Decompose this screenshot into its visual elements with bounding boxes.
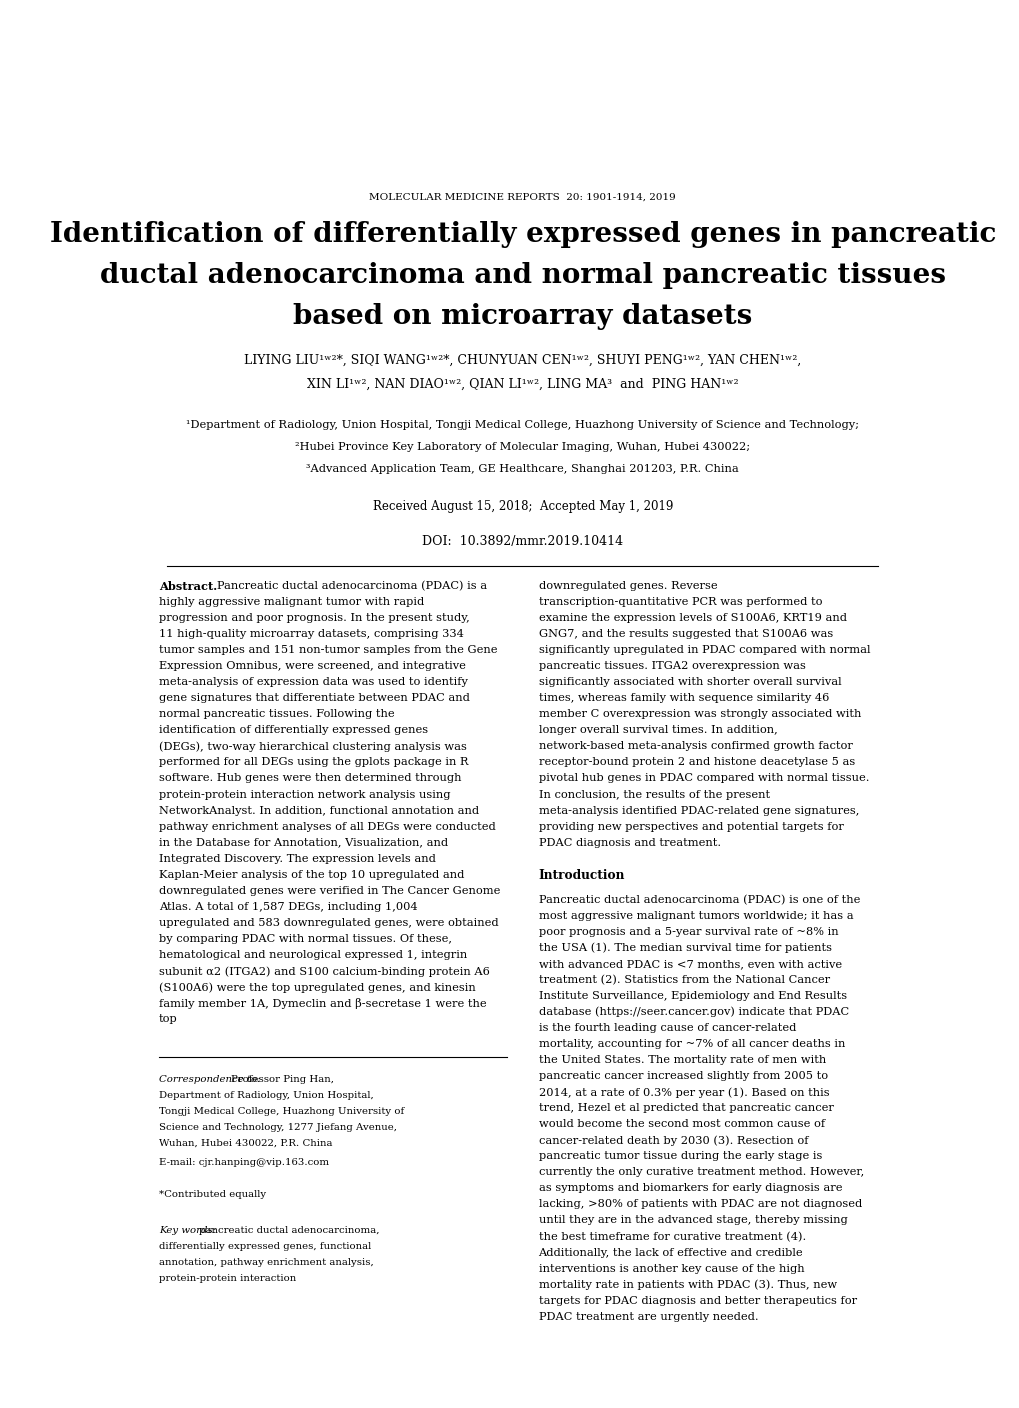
Text: progression and poor prognosis. In the present study,: progression and poor prognosis. In the p…: [159, 612, 470, 622]
Text: 11 high-quality microarray datasets, comprising 334: 11 high-quality microarray datasets, com…: [159, 629, 464, 639]
Text: as symptoms and biomarkers for early diagnosis are: as symptoms and biomarkers for early dia…: [538, 1183, 842, 1194]
Text: downregulated genes. Reverse: downregulated genes. Reverse: [538, 582, 716, 591]
Text: Pancreatic ductal adenocarcinoma (PDAC) is a: Pancreatic ductal adenocarcinoma (PDAC) …: [217, 582, 486, 591]
Text: differentially expressed genes, functional: differentially expressed genes, function…: [159, 1242, 371, 1250]
Text: based on microarray datasets: based on microarray datasets: [292, 303, 752, 331]
Text: (S100A6) were the top upregulated genes, and kinesin: (S100A6) were the top upregulated genes,…: [159, 983, 476, 993]
Text: ¹Department of Radiology, Union Hospital, Tongji Medical College, Huazhong Unive: ¹Department of Radiology, Union Hospital…: [186, 421, 858, 431]
Text: cancer-related death by 2030 (3). Resection of: cancer-related death by 2030 (3). Resect…: [538, 1135, 807, 1146]
Text: mortality rate in patients with PDAC (3). Thus, new: mortality rate in patients with PDAC (3)…: [538, 1280, 836, 1290]
Text: Tongji Medical College, Huazhong University of: Tongji Medical College, Huazhong Univers…: [159, 1107, 404, 1115]
Text: ³Advanced Application Team, GE Healthcare, Shanghai 201203, P.R. China: ³Advanced Application Team, GE Healthcar…: [306, 463, 739, 474]
Text: Kaplan-Meier analysis of the top 10 upregulated and: Kaplan-Meier analysis of the top 10 upre…: [159, 870, 464, 880]
Text: lacking, >80% of patients with PDAC are not diagnosed: lacking, >80% of patients with PDAC are …: [538, 1200, 861, 1209]
Text: mortality, accounting for ~7% of all cancer deaths in: mortality, accounting for ~7% of all can…: [538, 1039, 844, 1049]
Text: XIN LI¹ʷ², NAN DIAO¹ʷ², QIAN LI¹ʷ², LING MA³  and  PING HAN¹ʷ²: XIN LI¹ʷ², NAN DIAO¹ʷ², QIAN LI¹ʷ², LING…: [307, 379, 738, 391]
Text: pancreatic tumor tissue during the early stage is: pancreatic tumor tissue during the early…: [538, 1152, 821, 1162]
Text: significantly associated with shorter overall survival: significantly associated with shorter ov…: [538, 677, 841, 687]
Text: NetworkAnalyst. In addition, functional annotation and: NetworkAnalyst. In addition, functional …: [159, 805, 479, 815]
Text: is the fourth leading cause of cancer-related: is the fourth leading cause of cancer-re…: [538, 1024, 795, 1033]
Text: 2014, at a rate of 0.3% per year (1). Based on this: 2014, at a rate of 0.3% per year (1). Ba…: [538, 1087, 828, 1098]
Text: providing new perspectives and potential targets for: providing new perspectives and potential…: [538, 822, 843, 832]
Text: E-mail: cjr.hanping@vip.163.com: E-mail: cjr.hanping@vip.163.com: [159, 1159, 329, 1167]
Text: in the Database for Annotation, Visualization, and: in the Database for Annotation, Visualiz…: [159, 838, 447, 848]
Text: meta-analysis identified PDAC-related gene signatures,: meta-analysis identified PDAC-related ge…: [538, 805, 858, 815]
Text: poor prognosis and a 5-year survival rate of ~8% in: poor prognosis and a 5-year survival rat…: [538, 926, 838, 936]
Text: interventions is another key cause of the high: interventions is another key cause of th…: [538, 1263, 803, 1274]
Text: member C overexpression was strongly associated with: member C overexpression was strongly ass…: [538, 710, 860, 719]
Text: until they are in the advanced stage, thereby missing: until they are in the advanced stage, th…: [538, 1215, 847, 1225]
Text: Key words:: Key words:: [159, 1225, 216, 1235]
Text: ductal adenocarcinoma and normal pancreatic tissues: ductal adenocarcinoma and normal pancrea…: [100, 262, 945, 289]
Text: trend, Hezel et al predicted that pancreatic cancer: trend, Hezel et al predicted that pancre…: [538, 1102, 833, 1114]
Text: pancreatic ductal adenocarcinoma,: pancreatic ductal adenocarcinoma,: [200, 1225, 379, 1235]
Text: highly aggressive malignant tumor with rapid: highly aggressive malignant tumor with r…: [159, 597, 424, 607]
Text: Abstract.: Abstract.: [159, 582, 217, 591]
Text: Received August 15, 2018;  Accepted May 1, 2019: Received August 15, 2018; Accepted May 1…: [372, 500, 673, 513]
Text: Wuhan, Hubei 430022, P.R. China: Wuhan, Hubei 430022, P.R. China: [159, 1139, 332, 1148]
Text: database (https://seer.cancer.gov) indicate that PDAC: database (https://seer.cancer.gov) indic…: [538, 1007, 848, 1018]
Text: Integrated Discovery. The expression levels and: Integrated Discovery. The expression lev…: [159, 853, 435, 863]
Text: times, whereas family with sequence similarity 46: times, whereas family with sequence simi…: [538, 693, 828, 703]
Text: (DEGs), two-way hierarchical clustering analysis was: (DEGs), two-way hierarchical clustering …: [159, 742, 467, 752]
Text: tumor samples and 151 non-tumor samples from the Gene: tumor samples and 151 non-tumor samples …: [159, 645, 497, 655]
Text: the best timeframe for curative treatment (4).: the best timeframe for curative treatmen…: [538, 1232, 805, 1242]
Text: subunit α2 (ITGA2) and S100 calcium-binding protein A6: subunit α2 (ITGA2) and S100 calcium-bind…: [159, 966, 489, 977]
Text: In conclusion, the results of the present: In conclusion, the results of the presen…: [538, 790, 769, 800]
Text: PDAC treatment are urgently needed.: PDAC treatment are urgently needed.: [538, 1312, 757, 1322]
Text: family member 1A, Dymeclin and β-secretase 1 were the: family member 1A, Dymeclin and β-secreta…: [159, 998, 486, 1010]
Text: identification of differentially expressed genes: identification of differentially express…: [159, 725, 428, 735]
Text: transcription-quantitative PCR was performed to: transcription-quantitative PCR was perfo…: [538, 597, 821, 607]
Text: most aggressive malignant tumors worldwide; it has a: most aggressive malignant tumors worldwi…: [538, 911, 852, 921]
Text: pivotal hub genes in PDAC compared with normal tissue.: pivotal hub genes in PDAC compared with …: [538, 773, 868, 783]
Text: normal pancreatic tissues. Following the: normal pancreatic tissues. Following the: [159, 710, 394, 719]
Text: GNG7, and the results suggested that S100A6 was: GNG7, and the results suggested that S10…: [538, 629, 832, 639]
Text: Institute Surveillance, Epidemiology and End Results: Institute Surveillance, Epidemiology and…: [538, 991, 846, 1001]
Text: the United States. The mortality rate of men with: the United States. The mortality rate of…: [538, 1055, 825, 1064]
Text: Pancreatic ductal adenocarcinoma (PDAC) is one of the: Pancreatic ductal adenocarcinoma (PDAC) …: [538, 894, 859, 905]
Text: software. Hub genes were then determined through: software. Hub genes were then determined…: [159, 773, 462, 783]
Text: by comparing PDAC with normal tissues. Of these,: by comparing PDAC with normal tissues. O…: [159, 934, 451, 943]
Text: receptor-bound protein 2 and histone deacetylase 5 as: receptor-bound protein 2 and histone dea…: [538, 758, 854, 767]
Text: Professor Ping Han,: Professor Ping Han,: [231, 1074, 334, 1084]
Text: protein-protein interaction network analysis using: protein-protein interaction network anal…: [159, 790, 450, 800]
Text: gene signatures that differentiate between PDAC and: gene signatures that differentiate betwe…: [159, 693, 470, 703]
Text: MOLECULAR MEDICINE REPORTS  20: 1901-1914, 2019: MOLECULAR MEDICINE REPORTS 20: 1901-1914…: [369, 193, 676, 201]
Text: Additionally, the lack of effective and credible: Additionally, the lack of effective and …: [538, 1247, 802, 1257]
Text: significantly upregulated in PDAC compared with normal: significantly upregulated in PDAC compar…: [538, 645, 869, 655]
Text: meta-analysis of expression data was used to identify: meta-analysis of expression data was use…: [159, 677, 468, 687]
Text: targets for PDAC diagnosis and better therapeutics for: targets for PDAC diagnosis and better th…: [538, 1295, 856, 1305]
Text: currently the only curative treatment method. However,: currently the only curative treatment me…: [538, 1167, 863, 1177]
Text: pancreatic tissues. ITGA2 overexpression was: pancreatic tissues. ITGA2 overexpression…: [538, 662, 805, 672]
Text: with advanced PDAC is <7 months, even with active: with advanced PDAC is <7 months, even wi…: [538, 959, 841, 969]
Text: LIYING LIU¹ʷ²*, SIQI WANG¹ʷ²*, CHUNYUAN CEN¹ʷ², SHUYI PENG¹ʷ², YAN CHEN¹ʷ²,: LIYING LIU¹ʷ²*, SIQI WANG¹ʷ²*, CHUNYUAN …: [244, 353, 801, 366]
Text: pancreatic cancer increased slightly from 2005 to: pancreatic cancer increased slightly fro…: [538, 1071, 826, 1081]
Text: annotation, pathway enrichment analysis,: annotation, pathway enrichment analysis,: [159, 1257, 374, 1267]
Text: Correspondence to:: Correspondence to:: [159, 1074, 261, 1084]
Text: performed for all DEGs using the gplots package in R: performed for all DEGs using the gplots …: [159, 758, 468, 767]
Text: Science and Technology, 1277 Jiefang Avenue,: Science and Technology, 1277 Jiefang Ave…: [159, 1122, 396, 1132]
Text: downregulated genes were verified in The Cancer Genome: downregulated genes were verified in The…: [159, 886, 500, 895]
Text: Atlas. A total of 1,587 DEGs, including 1,004: Atlas. A total of 1,587 DEGs, including …: [159, 903, 418, 912]
Text: *Contributed equally: *Contributed equally: [159, 1190, 266, 1200]
Text: longer overall survival times. In addition,: longer overall survival times. In additi…: [538, 725, 776, 735]
Text: DOI:  10.3892/mmr.2019.10414: DOI: 10.3892/mmr.2019.10414: [422, 535, 623, 548]
Text: PDAC diagnosis and treatment.: PDAC diagnosis and treatment.: [538, 838, 720, 848]
Text: ²Hubei Province Key Laboratory of Molecular Imaging, Wuhan, Hubei 430022;: ²Hubei Province Key Laboratory of Molecu…: [294, 442, 750, 452]
Text: Introduction: Introduction: [538, 869, 625, 881]
Text: Identification of differentially expressed genes in pancreatic: Identification of differentially express…: [50, 221, 995, 248]
Text: Expression Omnibus, were screened, and integrative: Expression Omnibus, were screened, and i…: [159, 662, 466, 672]
Text: protein-protein interaction: protein-protein interaction: [159, 1274, 297, 1283]
Text: network-based meta-analysis confirmed growth factor: network-based meta-analysis confirmed gr…: [538, 742, 852, 752]
Text: examine the expression levels of S100A6, KRT19 and: examine the expression levels of S100A6,…: [538, 612, 846, 622]
Text: pathway enrichment analyses of all DEGs were conducted: pathway enrichment analyses of all DEGs …: [159, 822, 495, 832]
Text: upregulated and 583 downregulated genes, were obtained: upregulated and 583 downregulated genes,…: [159, 918, 498, 928]
Text: top: top: [159, 1014, 177, 1024]
Text: hematological and neurological expressed 1, integrin: hematological and neurological expressed…: [159, 950, 467, 960]
Text: treatment (2). Statistics from the National Cancer: treatment (2). Statistics from the Natio…: [538, 974, 828, 986]
Text: Department of Radiology, Union Hospital,: Department of Radiology, Union Hospital,: [159, 1091, 374, 1100]
Text: would become the second most common cause of: would become the second most common caus…: [538, 1119, 824, 1129]
Text: the USA (1). The median survival time for patients: the USA (1). The median survival time fo…: [538, 943, 830, 953]
